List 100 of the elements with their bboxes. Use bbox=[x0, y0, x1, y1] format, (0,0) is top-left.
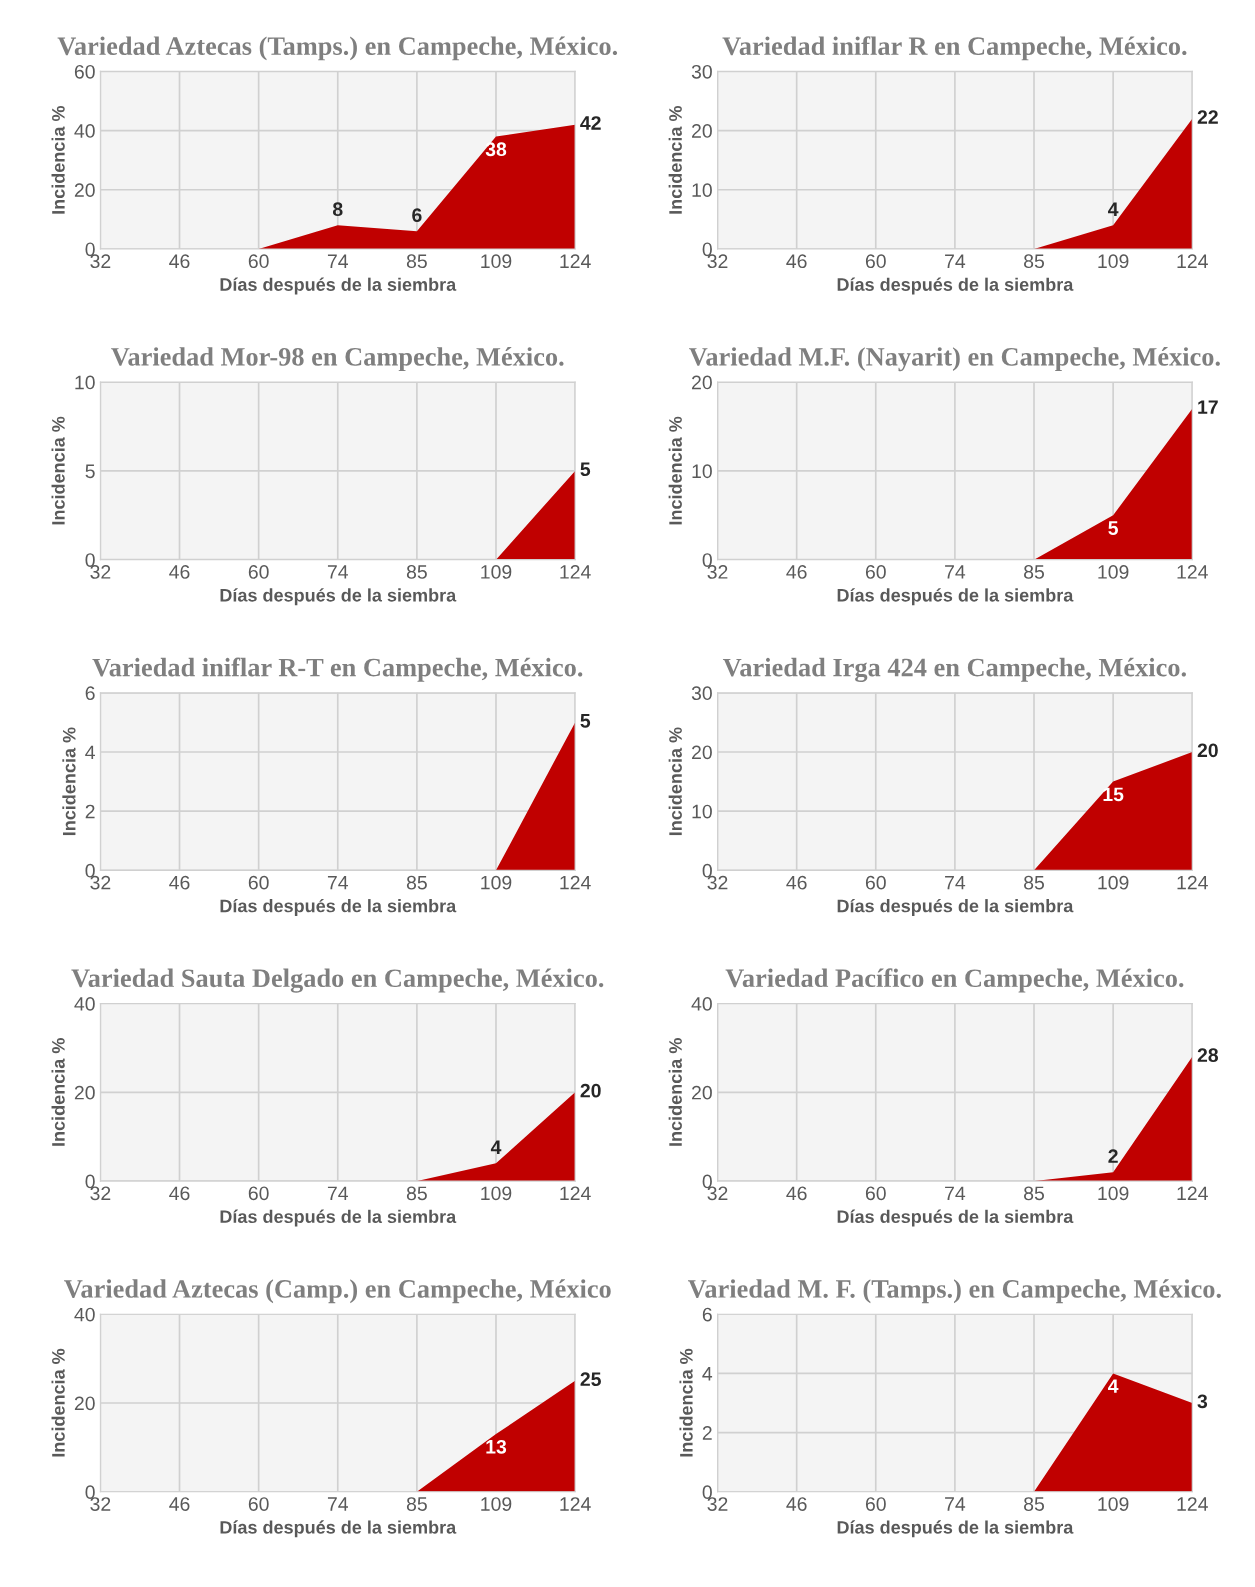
y-tick-label: 6 bbox=[702, 1307, 712, 1322]
x-axis-title: Días después de la siembra bbox=[837, 1209, 1074, 1227]
chart-title: Variedad M.F. (Nayarit) en Campeche, México. bbox=[689, 347, 1220, 372]
x-tick-label: 74 bbox=[327, 1186, 348, 1201]
x-tick-label: 46 bbox=[169, 1186, 190, 1201]
y-tick-label: 10 bbox=[692, 183, 712, 198]
x-tick-label: 74 bbox=[945, 565, 966, 579]
x-tick-label: 124 bbox=[560, 1186, 591, 1201]
x-tick-label: 60 bbox=[865, 875, 886, 890]
x-tick-label: 109 bbox=[481, 254, 512, 269]
y-axis-title: Incidencia % bbox=[668, 1038, 682, 1146]
x-tick-label: 60 bbox=[248, 1186, 269, 1201]
data-label: 5 bbox=[580, 714, 591, 728]
data-label: 20 bbox=[1197, 743, 1218, 758]
data-label: 3 bbox=[1197, 1394, 1208, 1409]
x-tick-label: 85 bbox=[1024, 254, 1045, 269]
x-axis-title: Días después de la siembra bbox=[837, 588, 1074, 606]
x-tick-label: 46 bbox=[169, 254, 190, 269]
x-tick-label: 85 bbox=[1024, 875, 1045, 890]
y-tick-label: 0 bbox=[702, 553, 712, 567]
y-tick-label: 2 bbox=[85, 804, 95, 819]
y-tick-label: 10 bbox=[75, 375, 95, 390]
y-axis-title: Incidencia % bbox=[62, 727, 76, 836]
data-label: 2 bbox=[1108, 1149, 1118, 1163]
y-axis-title: Incidencia % bbox=[668, 416, 682, 525]
x-tick-label: 124 bbox=[560, 254, 591, 268]
data-label: 38 bbox=[485, 142, 507, 157]
x-tick-label: 74 bbox=[945, 1497, 966, 1511]
y-tick-label: 0 bbox=[85, 553, 95, 567]
y-tick-label: 20 bbox=[74, 1396, 95, 1411]
y-tick-label: 40 bbox=[74, 997, 95, 1011]
y-axis-title: Incidencia % bbox=[668, 727, 682, 836]
chart-title: Variedad iniflar R en Campeche, México. bbox=[722, 36, 1187, 61]
data-label: 42 bbox=[580, 116, 601, 130]
x-tick-label: 46 bbox=[786, 1497, 807, 1511]
x-tick-label: 124 bbox=[560, 1497, 591, 1511]
y-tick-label: 20 bbox=[692, 124, 712, 138]
x-tick-label: 74 bbox=[327, 565, 348, 579]
x-tick-label: 32 bbox=[90, 1497, 111, 1511]
x-tick-label: 124 bbox=[1177, 565, 1208, 579]
x-tick-label: 109 bbox=[1098, 254, 1129, 269]
chart-title: Variedad iniflar R-T en Campeche, México. bbox=[92, 657, 583, 682]
x-tick-label: 109 bbox=[1098, 875, 1129, 890]
x-tick-label: 74 bbox=[945, 1186, 966, 1201]
y-tick-label: 2 bbox=[702, 1426, 712, 1440]
data-label: 22 bbox=[1197, 110, 1218, 124]
x-tick-label: 46 bbox=[786, 565, 807, 579]
y-tick-label: 20 bbox=[692, 745, 712, 760]
x-tick-label: 85 bbox=[1024, 1497, 1045, 1511]
x-axis-title: Días después de la siembra bbox=[220, 1209, 457, 1227]
x-axis-title: Días después de la siembra bbox=[837, 898, 1074, 916]
y-tick-label: 60 bbox=[74, 64, 95, 79]
y-axis-title: Incidencia % bbox=[51, 416, 65, 525]
x-axis-title: Días después de la siembra bbox=[220, 588, 457, 606]
x-tick-label: 46 bbox=[786, 875, 807, 890]
data-label: 6 bbox=[412, 208, 422, 223]
y-tick-label: 30 bbox=[691, 64, 712, 79]
data-label: 4 bbox=[490, 1140, 502, 1154]
x-tick-label: 85 bbox=[406, 254, 427, 269]
y-tick-label: 10 bbox=[692, 804, 712, 819]
x-tick-label: 109 bbox=[1098, 1186, 1129, 1201]
data-label: 5 bbox=[580, 462, 591, 477]
x-tick-label: 74 bbox=[945, 254, 966, 268]
x-tick-label: 109 bbox=[1098, 1497, 1129, 1511]
data-label: 17 bbox=[1198, 400, 1218, 414]
data-label: 25 bbox=[580, 1372, 601, 1387]
x-tick-label: 109 bbox=[481, 1186, 512, 1201]
x-tick-label: 60 bbox=[865, 565, 886, 579]
x-tick-label: 85 bbox=[406, 875, 427, 890]
x-tick-label: 46 bbox=[786, 1186, 807, 1201]
x-tick-label: 85 bbox=[406, 1186, 427, 1201]
x-tick-label: 124 bbox=[1177, 1497, 1208, 1511]
x-tick-label: 109 bbox=[1098, 565, 1129, 579]
data-label: 5 bbox=[1108, 521, 1118, 535]
y-tick-label: 5 bbox=[85, 464, 95, 479]
x-tick-label: 124 bbox=[560, 565, 591, 579]
x-axis-title: Días después de la siembra bbox=[837, 1520, 1074, 1538]
y-tick-label: 10 bbox=[692, 464, 712, 479]
y-axis-title: Incidencia % bbox=[51, 1038, 65, 1146]
y-tick-label: 40 bbox=[74, 1307, 95, 1322]
x-tick-label: 60 bbox=[248, 1497, 269, 1511]
data-label: 4 bbox=[1108, 1379, 1119, 1393]
x-tick-label: 46 bbox=[169, 875, 190, 890]
x-tick-label: 32 bbox=[707, 1497, 728, 1511]
y-tick-label: 40 bbox=[74, 124, 95, 138]
y-axis-title: Incidencia % bbox=[668, 105, 682, 214]
x-tick-label: 124 bbox=[1177, 1186, 1208, 1201]
data-label: 8 bbox=[332, 202, 343, 217]
y-tick-label: 0 bbox=[702, 1485, 712, 1500]
y-axis-title: Incidencia % bbox=[51, 105, 65, 214]
x-tick-label: 60 bbox=[248, 565, 269, 579]
x-axis-title: Días después de la siembra bbox=[220, 898, 457, 916]
y-tick-label: 20 bbox=[692, 1085, 712, 1100]
x-tick-label: 74 bbox=[327, 875, 348, 890]
y-tick-label: 0 bbox=[85, 1485, 95, 1500]
x-axis-title: Días después de la siembra bbox=[837, 277, 1074, 295]
x-tick-label: 85 bbox=[406, 1497, 427, 1511]
data-label: 20 bbox=[580, 1083, 601, 1098]
x-tick-label: 109 bbox=[481, 875, 512, 890]
data-label: 4 bbox=[1108, 202, 1119, 216]
